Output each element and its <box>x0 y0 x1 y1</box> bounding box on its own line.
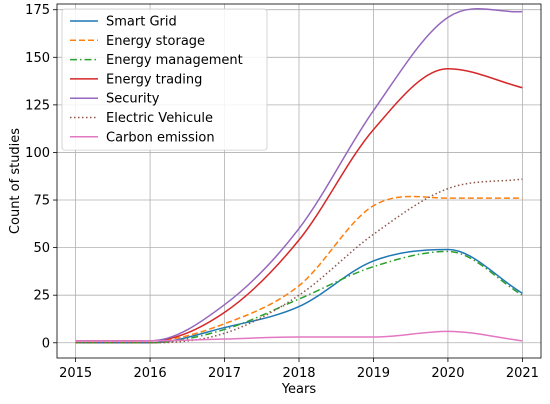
y-tick-label: 75 <box>33 194 50 209</box>
y-tick-label: 0 <box>42 336 50 351</box>
legend-entry: Smart Grid <box>106 15 177 30</box>
x-tick-label: 2017 <box>208 366 241 381</box>
x-tick-label: 2020 <box>431 366 464 381</box>
x-tick-label: 2021 <box>506 366 539 381</box>
legend-entry: Carbon emission <box>106 130 215 145</box>
legend-entry: Electric Vehicule <box>106 111 213 126</box>
y-tick-label: 125 <box>25 98 50 113</box>
x-axis-label: Years <box>281 382 317 397</box>
legend: Smart Grid Energy storage Energy managemen… <box>61 8 268 151</box>
y-tick-label: 100 <box>25 146 50 161</box>
y-tick-label: 150 <box>25 51 50 66</box>
x-tick-label: 2016 <box>134 366 167 381</box>
legend-entry: Energy storage <box>106 34 205 49</box>
y-tick-label: 50 <box>33 241 50 256</box>
legend-entry: Energy trading <box>106 72 202 87</box>
series-line-energy-management <box>75 250 523 344</box>
axes: 2015 2016 2017 2018 2019 2020 2021 0 25 50 75 100 12… <box>25 3 542 381</box>
legend-entry: Security <box>106 92 160 107</box>
grid <box>57 4 541 358</box>
y-tick-label: 175 <box>25 3 50 18</box>
y-axis-label: Count of studies <box>8 128 23 234</box>
y-tick-label: 25 <box>33 289 50 304</box>
legend-box <box>61 8 268 151</box>
legend-entry: Energy management <box>106 53 243 68</box>
series-lines <box>75 7 523 344</box>
x-tick-label: 2018 <box>282 366 315 381</box>
series-line-carbon-emission <box>75 330 523 342</box>
x-tick-label: 2019 <box>357 366 390 381</box>
x-tick-label: 2015 <box>59 366 92 381</box>
